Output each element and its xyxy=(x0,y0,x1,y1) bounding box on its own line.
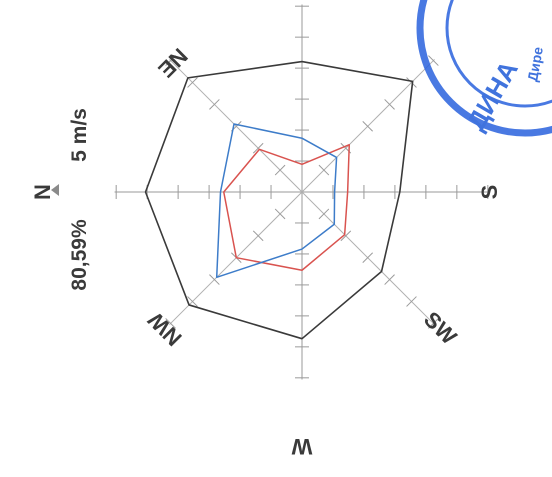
series-polygon-2 xyxy=(223,143,351,271)
side-legend: N 5 m/s 80,59% xyxy=(30,108,91,290)
chart-axes xyxy=(114,4,490,380)
tick-nw xyxy=(165,318,176,329)
north-marker-icon xyxy=(51,184,59,196)
series-polygon-3 xyxy=(215,123,338,279)
tick-sw xyxy=(384,274,395,285)
tick-se xyxy=(384,99,395,110)
series-polygon-1 xyxy=(144,60,414,340)
tick-ne xyxy=(165,55,176,66)
tick-ne xyxy=(252,142,264,154)
tick-se xyxy=(318,164,330,176)
tick-se xyxy=(406,77,417,88)
tick-ne xyxy=(209,99,220,110)
tick-se xyxy=(362,120,374,132)
tick-nw xyxy=(187,296,198,307)
direction-label-s: S xyxy=(477,185,502,200)
tick-sw xyxy=(406,296,417,307)
calm-label: 80,59% xyxy=(68,219,91,291)
stamp-small-text: Дире xyxy=(524,45,546,82)
direction-label-w: W xyxy=(291,434,312,459)
tick-nw xyxy=(209,274,220,285)
tick-ne xyxy=(187,77,198,88)
tick-sw xyxy=(428,318,439,329)
tick-sw xyxy=(318,208,330,220)
tick-nw xyxy=(274,208,286,220)
speed-label: 5 m/s xyxy=(68,108,91,162)
north-label: N xyxy=(30,184,55,200)
stamp-text: ДИНА xyxy=(461,55,524,135)
tick-se xyxy=(428,55,439,66)
tick-nw xyxy=(252,230,264,242)
axis-nw-se xyxy=(169,59,435,325)
tick-ne xyxy=(274,164,286,176)
tick-sw xyxy=(340,230,352,242)
direction-label-sw: SW xyxy=(419,307,462,350)
tick-sw xyxy=(362,252,374,264)
stamp: ДИНА Дире xyxy=(416,0,552,137)
chart-series xyxy=(144,60,414,340)
